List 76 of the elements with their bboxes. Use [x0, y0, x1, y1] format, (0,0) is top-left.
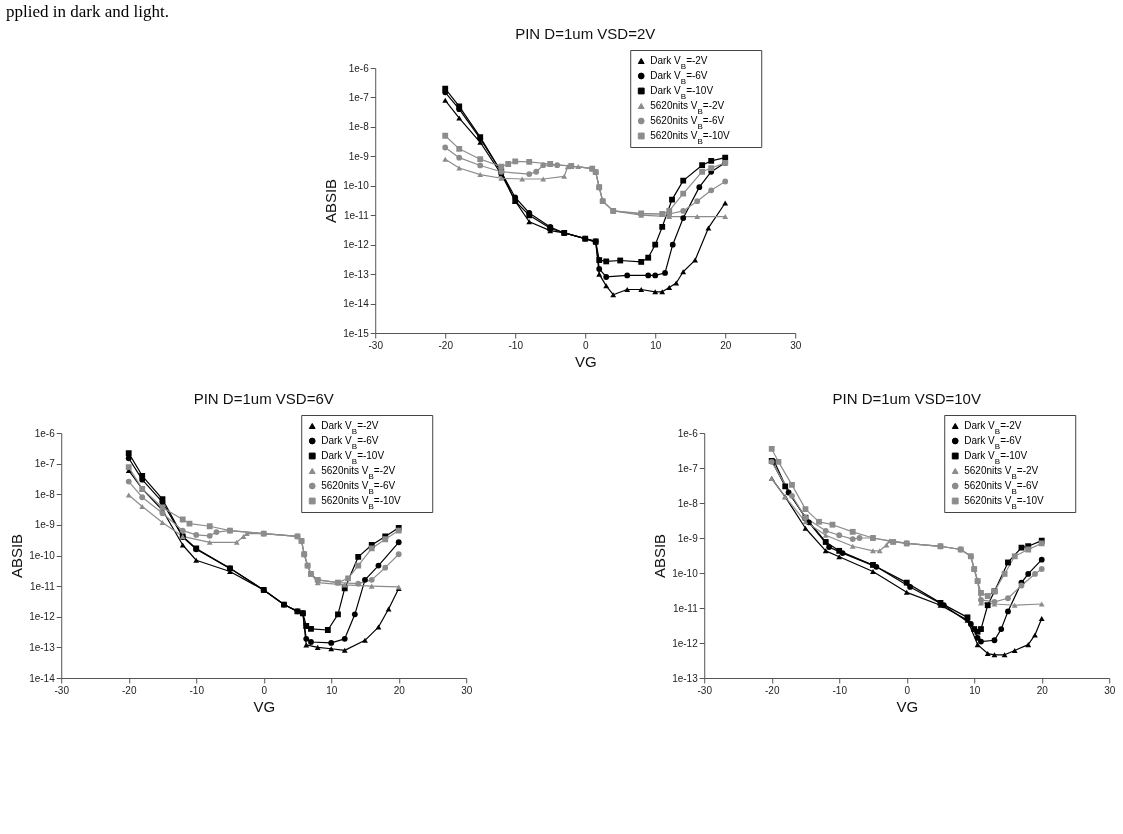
legend-label: Dark V$_{B}$=-2V [964, 420, 1022, 436]
legend-label: 5620nits V$_{B}$=-10V [321, 495, 402, 511]
legend-label: 5620nits V$_{B}$=-6V [321, 480, 396, 496]
x-tick-label: -20 [764, 684, 780, 696]
x-tick-label: 30 [1104, 684, 1116, 696]
x-tick-label: 20 [720, 339, 732, 351]
chart-title: PIN D=1um VSD=6V [193, 389, 334, 407]
legend-label: 5620nits V$_{B}$=-2V [321, 465, 396, 481]
y-tick-label: 1e-12 [672, 637, 699, 649]
legend-label: Dark V$_{B}$=-2V [321, 420, 379, 436]
x-tick-label: -20 [438, 339, 454, 351]
x-tick-label: -30 [697, 684, 713, 696]
y-tick-label: 1e-12 [29, 611, 56, 623]
y-tick-label: 1e-9 [677, 532, 699, 544]
chart-title: PIN D=1um VSD=2V [515, 24, 656, 42]
x-tick-label: 0 [904, 684, 911, 696]
y-tick-label: 1e-14 [29, 672, 56, 684]
y-tick-label: 1e-7 [677, 462, 699, 474]
legend-label: 5620nits V$_{B}$=-10V [650, 130, 731, 146]
x-axis-title: VG [574, 352, 597, 370]
y-tick-label: 1e-11 [29, 580, 56, 592]
y-tick-label: 1e-8 [34, 488, 56, 500]
x-tick-label: 10 [650, 339, 662, 351]
y-axis-title: ABSIB [322, 178, 340, 224]
x-tick-label: -20 [121, 684, 137, 696]
legend-label: Dark V$_{B}$=-10V [964, 450, 1028, 466]
y-tick-label: 1e-11 [343, 209, 370, 221]
x-axis-title: VG [896, 697, 919, 715]
legend-label: 5620nits V$_{B}$=-2V [964, 465, 1039, 481]
y-tick-label: 1e-8 [677, 497, 699, 509]
legend-label: Dark V$_{B}$=-6V [650, 70, 708, 86]
chart-title: PIN D=1um VSD=10V [832, 389, 981, 407]
y-tick-label: 1e-13 [672, 672, 699, 684]
y-tick-label: 1e-7 [348, 91, 370, 103]
x-tick-label: 0 [261, 684, 268, 696]
y-tick-label: 1e-9 [348, 150, 370, 162]
y-axis-title: ABSIB [8, 533, 26, 579]
x-tick-label: 10 [326, 684, 338, 696]
legend-label: Dark V$_{B}$=-6V [321, 435, 379, 451]
x-tick-label: -10 [832, 684, 848, 696]
x-tick-label: 20 [1036, 684, 1049, 696]
x-tick-label: -10 [508, 339, 524, 351]
y-tick-label: 1e-10 [29, 550, 56, 561]
y-axis-title: ABSIB [651, 533, 669, 579]
y-tick-label: 1e-13 [343, 268, 370, 280]
legend-label: 5620nits V$_{B}$=-2V [650, 100, 725, 116]
x-tick-label: -30 [368, 339, 384, 351]
y-tick-label: 1e-15 [343, 327, 370, 339]
y-tick-label: 1e-12 [343, 239, 370, 251]
legend-label: Dark V$_{B}$=-10V [321, 450, 385, 466]
y-tick-label: 1e-6 [677, 427, 699, 439]
x-tick-label: -10 [189, 684, 205, 696]
legend-label: 5620nits V$_{B}$=-6V [964, 480, 1039, 496]
y-tick-label: 1e-6 [34, 427, 56, 439]
y-tick-label: 1e-7 [34, 458, 56, 470]
x-tick-label: 20 [393, 684, 406, 696]
x-tick-label: 10 [969, 684, 981, 696]
legend-label: Dark V$_{B}$=-6V [964, 435, 1022, 451]
x-tick-label: 30 [790, 339, 802, 351]
x-tick-label: 0 [582, 339, 589, 351]
y-tick-label: 1e-8 [348, 121, 370, 133]
y-tick-label: 1e-10 [343, 180, 370, 192]
x-tick-label: 30 [461, 684, 473, 696]
legend-label: 5620nits V$_{B}$=-6V [650, 115, 725, 131]
y-tick-label: 1e-10 [672, 567, 699, 579]
y-tick-label: 1e-6 [348, 62, 370, 74]
legend-label: 5620nits V$_{B}$=-10V [964, 495, 1045, 511]
x-tick-label: -30 [54, 684, 70, 696]
y-tick-label: 1e-13 [29, 641, 56, 653]
x-axis-title: VG [253, 697, 276, 715]
y-tick-label: 1e-14 [343, 298, 370, 310]
legend-label: Dark V$_{B}$=-2V [650, 55, 708, 71]
text: pplied in dark and light. [6, 2, 170, 22]
y-tick-label: 1e-9 [34, 519, 56, 531]
legend-label: Dark V$_{B}$=-10V [650, 85, 714, 101]
y-tick-label: 1e-11 [672, 602, 699, 614]
